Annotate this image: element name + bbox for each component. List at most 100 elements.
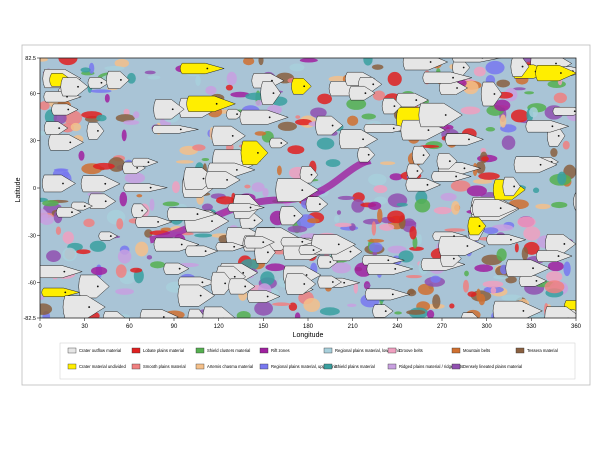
- terrain-patch: [521, 246, 529, 261]
- legend-label: Tessera material: [527, 348, 558, 353]
- crater-dot: [422, 154, 425, 157]
- legend-swatch: [131, 363, 141, 370]
- crater-dot: [394, 268, 397, 270]
- x-tick-label: 240: [392, 324, 403, 330]
- crater-outline: [486, 234, 527, 246]
- terrain-patch: [146, 255, 153, 260]
- crater-dot: [337, 243, 340, 246]
- legend-swatch: [451, 347, 461, 354]
- legend-label: Shield clusters material: [207, 348, 250, 353]
- x-tick-label: 270: [437, 324, 448, 330]
- legend-box: [59, 342, 576, 380]
- crater-dot: [58, 127, 61, 129]
- terrain-patch: [331, 262, 352, 274]
- crater-outline: [422, 71, 473, 84]
- crater-dot: [557, 255, 560, 257]
- crater-outline: [177, 284, 216, 307]
- crater-dot: [416, 170, 419, 172]
- terrain-patch: [295, 115, 301, 119]
- crater-outline: [502, 176, 521, 197]
- crater-dot: [253, 219, 256, 222]
- terrain-patch: [462, 80, 479, 95]
- terrain-patch: [244, 184, 251, 189]
- terrain-patch: [226, 71, 237, 86]
- crater-outline: [505, 259, 551, 277]
- terrain-patch: [473, 66, 486, 77]
- legend-label: Crater material undivided: [79, 364, 126, 369]
- crater-outline: [445, 133, 485, 146]
- terrain-patch: [523, 226, 541, 241]
- crater-dot: [310, 173, 313, 176]
- terrain-patch: [119, 191, 128, 207]
- terrain-patch: [90, 266, 108, 276]
- crater-outline: [131, 203, 149, 218]
- terrain-patch: [557, 171, 567, 185]
- crater-dot: [349, 250, 352, 253]
- crater-outline: [406, 163, 424, 179]
- terrain-patch: [363, 218, 382, 225]
- crater-outline: [545, 234, 576, 254]
- y-tick-label: 0: [33, 186, 36, 192]
- terrain-patch: [373, 184, 388, 194]
- crater-outline: [279, 206, 304, 226]
- terrain-patch: [192, 144, 206, 151]
- legend-swatch: [387, 363, 397, 370]
- terrain-patch: [205, 85, 217, 95]
- legend-label: Shield plains material: [335, 364, 375, 369]
- crater-dot: [478, 225, 481, 227]
- crater-dot: [104, 182, 107, 185]
- terrain-patch: [288, 302, 298, 311]
- terrain-patch: [42, 200, 59, 207]
- crater-outline: [202, 306, 236, 318]
- terrain-patch: [371, 221, 377, 236]
- terrain-patch: [83, 218, 95, 228]
- terrain-patch: [512, 87, 526, 91]
- crater-dot: [573, 110, 576, 113]
- crater-outline: [544, 306, 576, 318]
- crater-outline: [402, 58, 449, 71]
- terrain-patch: [277, 121, 297, 131]
- terrain-patch: [216, 196, 235, 205]
- x-tick-label: 60: [126, 324, 133, 330]
- crater-outline: [438, 236, 486, 256]
- terrain-patch: [336, 210, 342, 215]
- terrain-patch: [547, 80, 566, 88]
- crater-outline: [525, 120, 570, 133]
- crater-dot: [305, 274, 308, 276]
- terrain-patch: [351, 199, 365, 213]
- terrain-patch: [62, 231, 74, 244]
- crater-outline: [87, 77, 110, 89]
- terrain-patch: [514, 243, 519, 253]
- terrain-patch: [405, 274, 422, 279]
- crater-dot: [77, 85, 79, 88]
- crater-dot: [513, 185, 516, 188]
- x-tick-label: 330: [526, 324, 537, 330]
- crater-dot: [456, 87, 458, 89]
- terrain-patch: [310, 107, 327, 118]
- x-tick-label: 180: [303, 324, 314, 330]
- crater-outline: [305, 196, 329, 212]
- terrain-patch: [451, 201, 460, 215]
- terrain-patch: [92, 162, 115, 170]
- terrain-patch: [104, 93, 110, 103]
- terrain-patch: [466, 185, 487, 197]
- crater-dot: [249, 206, 252, 209]
- terrain-patch: [319, 307, 340, 316]
- crater-outline: [163, 262, 190, 275]
- crater-dot: [372, 83, 375, 86]
- terrain-patch: [389, 173, 403, 181]
- crater-dot: [426, 183, 429, 186]
- crater-outline: [228, 278, 256, 295]
- terrain-patch: [414, 198, 431, 213]
- terrain-patch: [472, 179, 493, 184]
- terrain-patch: [546, 271, 563, 283]
- crater-outline: [436, 153, 458, 170]
- crater-outline: [298, 245, 323, 255]
- terrain-patch: [490, 287, 497, 295]
- terrain-patch: [123, 120, 140, 125]
- terrain-patch: [194, 233, 213, 238]
- terrain-patch: [485, 127, 496, 132]
- y-tick-label: -60: [28, 281, 36, 287]
- terrain-patch: [334, 215, 340, 223]
